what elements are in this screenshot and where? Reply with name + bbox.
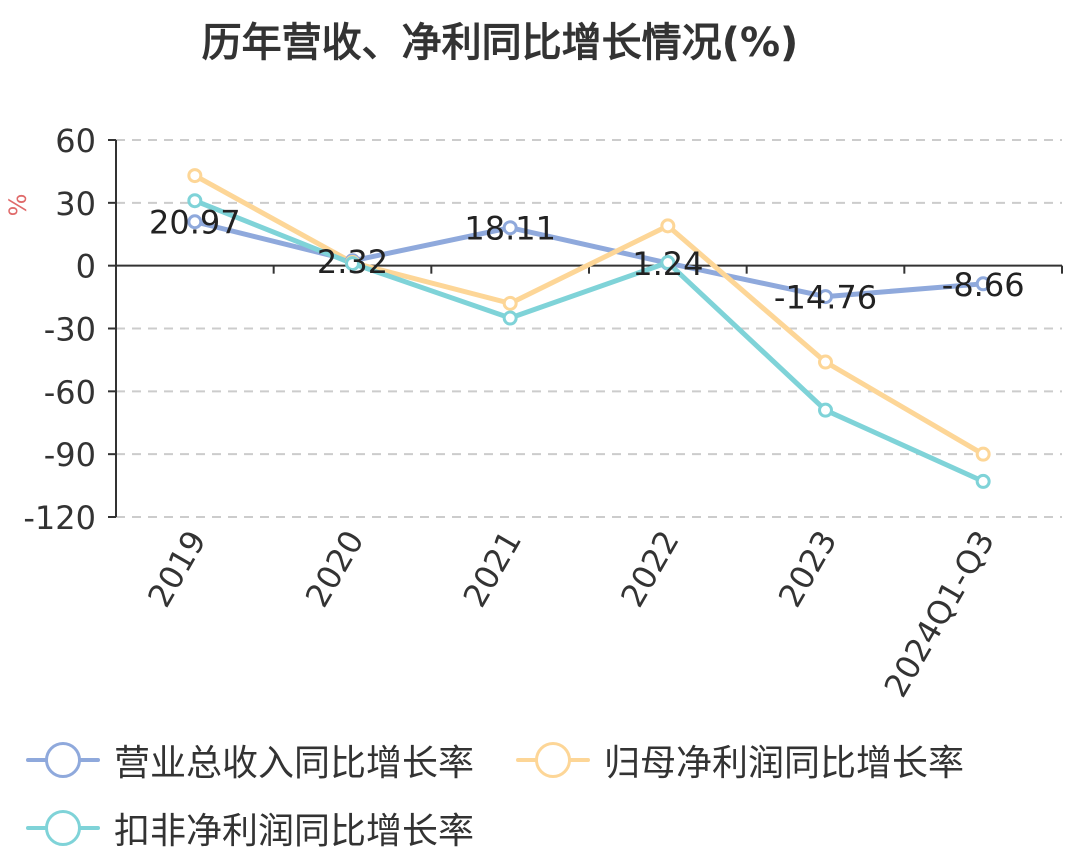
- y-axis-label: %: [4, 194, 32, 217]
- series-line-2: [192, 198, 986, 484]
- data-label: 1.24: [632, 245, 703, 283]
- data-label: 2.32: [317, 243, 388, 281]
- legend-swatch-icon: [26, 742, 100, 778]
- x-tick-label: 2021: [455, 524, 529, 614]
- data-labels: 20.97 2.32 18.11 1.24 -14.76 -8.66: [149, 204, 1025, 317]
- x-tick-label: 2020: [298, 524, 372, 614]
- y-tick-labels: 60 30 0 -30 -60 -90 -120: [23, 122, 96, 537]
- data-point[interactable]: [187, 168, 203, 184]
- y-tick-label: 60: [55, 122, 96, 160]
- x-tick-label: 2019: [140, 524, 214, 614]
- data-point[interactable]: [345, 256, 360, 272]
- data-point[interactable]: [187, 193, 203, 209]
- series-line-1: [192, 173, 986, 457]
- legend-label: 扣非净利润同比增长率: [114, 811, 475, 852]
- data-label: 20.97: [149, 204, 241, 242]
- legend-swatch-icon: [26, 810, 100, 846]
- data-point[interactable]: [975, 473, 991, 489]
- data-label: -8.66: [942, 266, 1025, 304]
- x-tick-label: 2022: [613, 524, 687, 614]
- grid-lines: [116, 139, 1062, 518]
- data-point[interactable]: [818, 354, 833, 370]
- data-label: 18.11: [464, 210, 556, 248]
- data-point[interactable]: [660, 255, 676, 271]
- legend-item-revenue[interactable]: 营业总收入同比增长率: [26, 734, 474, 786]
- data-point[interactable]: [818, 402, 833, 418]
- x-tick-label: 2024Q1-Q3: [877, 524, 1003, 703]
- legend-label: 归母净利润同比增长率: [604, 743, 965, 784]
- data-point[interactable]: [502, 295, 518, 311]
- data-label: -14.76: [774, 279, 877, 317]
- y-tick-label: -30: [44, 311, 96, 349]
- legend-item-net-profit[interactable]: 归母净利润同比增长率: [516, 734, 964, 786]
- y-tick-label: 0: [76, 248, 96, 286]
- data-point[interactable]: [187, 214, 203, 230]
- y-tick-label: -120: [23, 499, 96, 537]
- chart-title: 历年营收、净利同比增长情况(%): [201, 20, 799, 66]
- legend-label: 营业总收入同比增长率: [114, 743, 475, 784]
- x-tick-labels: 2019 2020 2021 2022 2023 2024Q1-Q3: [140, 524, 1002, 703]
- data-point[interactable]: [660, 218, 676, 234]
- y-tick-label: -90: [44, 436, 96, 474]
- data-point[interactable]: [975, 276, 991, 292]
- legend-swatch-icon: [516, 742, 590, 778]
- data-point[interactable]: [502, 310, 518, 326]
- data-point[interactable]: [975, 446, 991, 462]
- series: [187, 168, 991, 489]
- legend-item-deducted-profit[interactable]: 扣非净利润同比增长率: [26, 802, 474, 854]
- data-point[interactable]: [502, 220, 518, 236]
- x-tick-label: 2023: [771, 524, 845, 614]
- y-tick-label: -60: [44, 373, 96, 411]
- y-tick-label: 30: [55, 185, 96, 223]
- data-point[interactable]: [818, 289, 833, 305]
